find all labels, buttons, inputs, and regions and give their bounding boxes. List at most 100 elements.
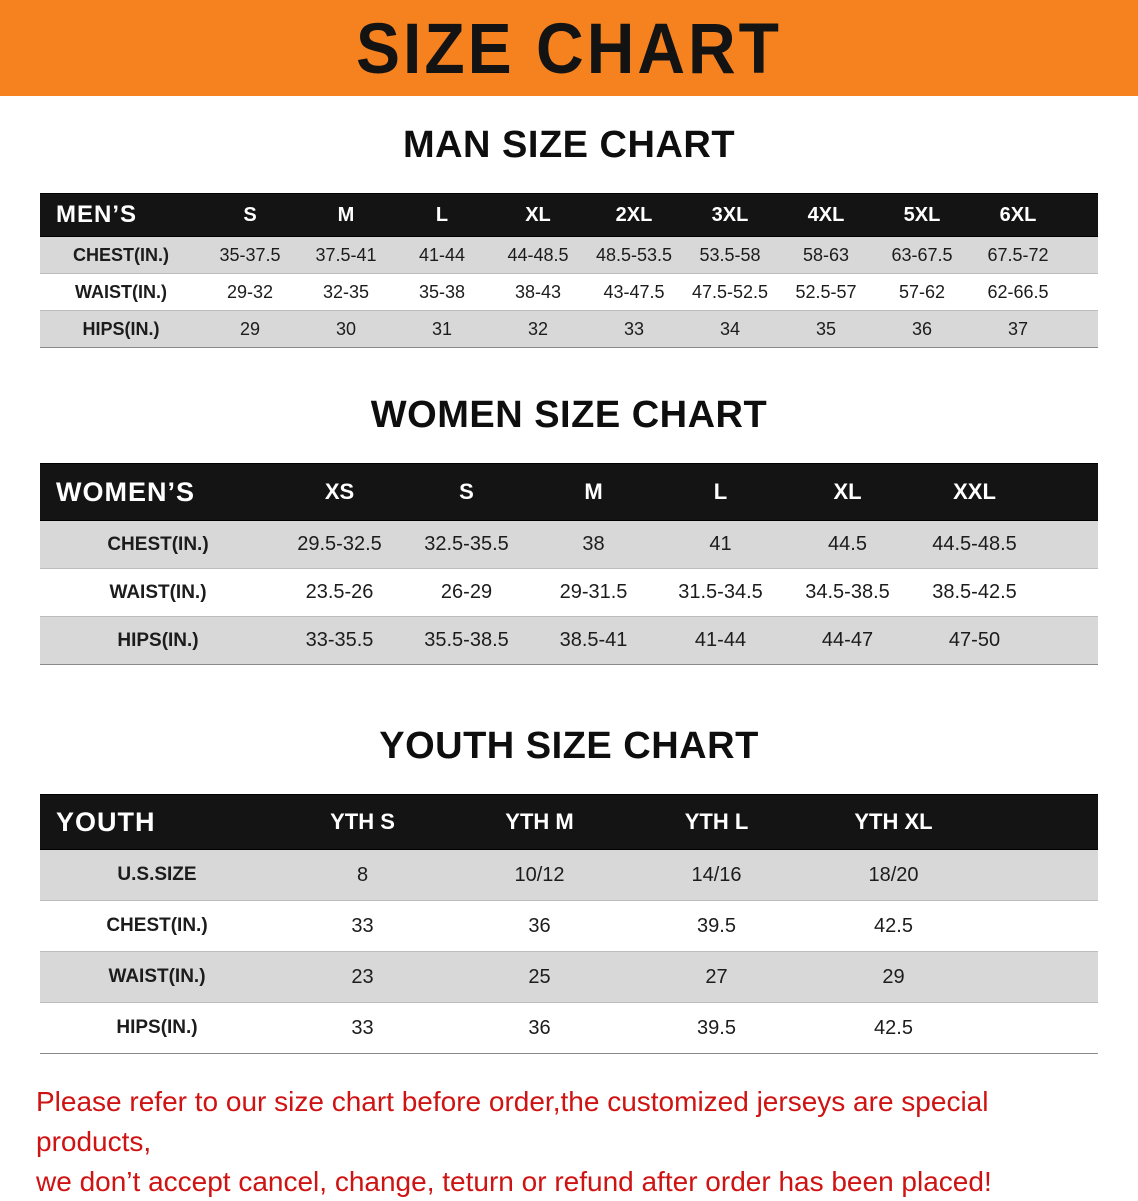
men-size-header-xl: XL (490, 194, 586, 237)
filler-cell (1066, 237, 1098, 274)
men-size-header-m: M (298, 194, 394, 237)
size-value: 29-31.5 (530, 569, 657, 617)
size-value: 32-35 (298, 274, 394, 311)
size-value: 29.5-32.5 (276, 521, 403, 569)
disclaimer-line-2: we don’t accept cancel, change, teturn o… (36, 1162, 1102, 1201)
size-value: 30 (298, 311, 394, 348)
women-size-header-m: M (530, 464, 657, 521)
size-value: 47-50 (911, 617, 1038, 665)
youth-header-label: YOUTH (40, 795, 274, 850)
size-value: 39.5 (628, 901, 805, 952)
men-size-header-4xl: 4XL (778, 194, 874, 237)
size-value: 34 (682, 311, 778, 348)
row-label: HIPS(IN.) (40, 311, 202, 348)
size-value: 58-63 (778, 237, 874, 274)
size-value: 39.5 (628, 1003, 805, 1054)
size-value: 35 (778, 311, 874, 348)
size-value: 44.5-48.5 (911, 521, 1038, 569)
women-size-header-l: L (657, 464, 784, 521)
size-value: 29 (202, 311, 298, 348)
row-label: CHEST(IN.) (40, 521, 276, 569)
row-label: U.S.SIZE (40, 850, 274, 901)
size-value: 10/12 (451, 850, 628, 901)
size-value: 37.5-41 (298, 237, 394, 274)
size-value: 41 (657, 521, 784, 569)
size-value: 33 (274, 1003, 451, 1054)
size-value: 63-67.5 (874, 237, 970, 274)
size-value: 47.5-52.5 (682, 274, 778, 311)
men-size-header-5xl: 5XL (874, 194, 970, 237)
size-value: 18/20 (805, 850, 982, 901)
women-size-header-xl: XL (784, 464, 911, 521)
filler-cell (1038, 569, 1098, 617)
size-chart-banner: SIZE CHART (0, 0, 1138, 96)
size-value: 32.5-35.5 (403, 521, 530, 569)
size-value: 32 (490, 311, 586, 348)
women-size-header-xs: XS (276, 464, 403, 521)
size-value: 41-44 (657, 617, 784, 665)
size-value: 42.5 (805, 1003, 982, 1054)
filler-cell (982, 901, 1098, 952)
men-size-header-3xl: 3XL (682, 194, 778, 237)
women-size-header-s: S (403, 464, 530, 521)
filler-cell (1066, 194, 1098, 237)
size-value: 8 (274, 850, 451, 901)
men-section-title: MAN SIZE CHART (0, 124, 1138, 167)
row-label: WAIST(IN.) (40, 569, 276, 617)
men-size-header-l: L (394, 194, 490, 237)
banner-title: SIZE CHART (356, 7, 782, 89)
size-value: 27 (628, 952, 805, 1003)
row-label: WAIST(IN.) (40, 952, 274, 1003)
size-value: 67.5-72 (970, 237, 1066, 274)
youth-size-header-yth-s: YTH S (274, 795, 451, 850)
youth-size-header-yth-m: YTH M (451, 795, 628, 850)
size-value: 29-32 (202, 274, 298, 311)
size-value: 34.5-38.5 (784, 569, 911, 617)
filler-cell (1066, 311, 1098, 348)
women-size-header-xxl: XXL (911, 464, 1038, 521)
size-value: 25 (451, 952, 628, 1003)
size-value: 42.5 (805, 901, 982, 952)
size-value: 29 (805, 952, 982, 1003)
disclaimer: Please refer to our size chart before or… (36, 1082, 1102, 1201)
size-value: 26-29 (403, 569, 530, 617)
size-value: 36 (451, 1003, 628, 1054)
size-value: 44-47 (784, 617, 911, 665)
size-value: 23 (274, 952, 451, 1003)
size-value: 41-44 (394, 237, 490, 274)
men-size-header-s: S (202, 194, 298, 237)
youth-size-header-yth-l: YTH L (628, 795, 805, 850)
row-label: CHEST(IN.) (40, 901, 274, 952)
size-value: 48.5-53.5 (586, 237, 682, 274)
men-size-header-6xl: 6XL (970, 194, 1066, 237)
row-label: CHEST(IN.) (40, 237, 202, 274)
size-value: 33 (586, 311, 682, 348)
size-value: 38-43 (490, 274, 586, 311)
row-label: WAIST(IN.) (40, 274, 202, 311)
size-value: 33 (274, 901, 451, 952)
size-value: 37 (970, 311, 1066, 348)
disclaimer-line-1: Please refer to our size chart before or… (36, 1082, 1102, 1162)
size-value: 52.5-57 (778, 274, 874, 311)
size-value: 62-66.5 (970, 274, 1066, 311)
size-value: 36 (451, 901, 628, 952)
row-label: HIPS(IN.) (40, 617, 276, 665)
size-value: 43-47.5 (586, 274, 682, 311)
size-value: 31 (394, 311, 490, 348)
size-value: 36 (874, 311, 970, 348)
size-value: 35-37.5 (202, 237, 298, 274)
size-value: 38.5-41 (530, 617, 657, 665)
